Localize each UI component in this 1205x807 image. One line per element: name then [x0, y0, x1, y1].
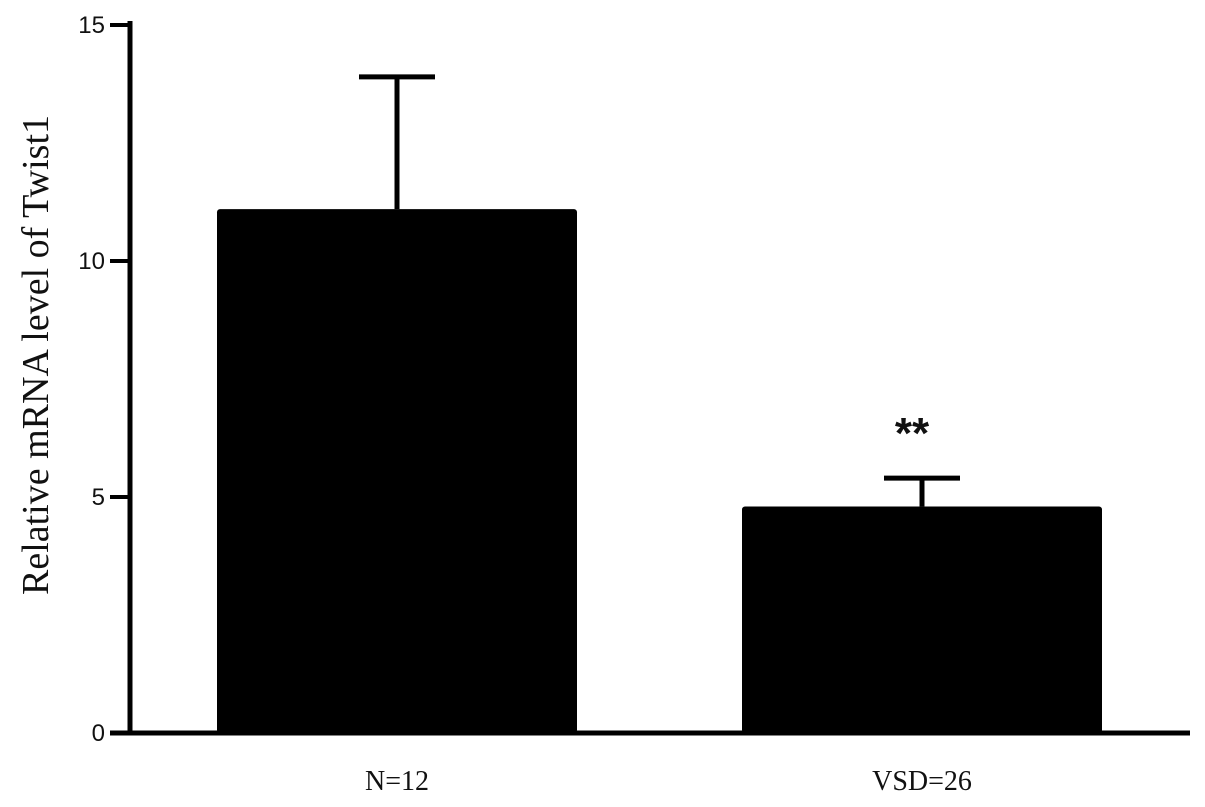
bars — [217, 74, 1102, 733]
y-tick-label-10: 10 — [78, 248, 105, 275]
category-label-1: VSD=26 — [872, 766, 972, 797]
labels: 0 5 10 15 N=12 VSD=26 ** Relative mRNA level of… — [15, 12, 972, 797]
y-tick-label-15: 15 — [78, 12, 105, 39]
category-label-0: N=12 — [365, 766, 429, 797]
y-tick-label-5: 5 — [92, 484, 105, 511]
y-axis-label: Relative mRNA level of Twist1 — [15, 115, 57, 595]
bar-0 — [217, 209, 577, 733]
bar-1 — [742, 506, 1102, 733]
y-tick-label-0: 0 — [92, 720, 105, 747]
significance-annotation-1: ** — [895, 409, 930, 458]
